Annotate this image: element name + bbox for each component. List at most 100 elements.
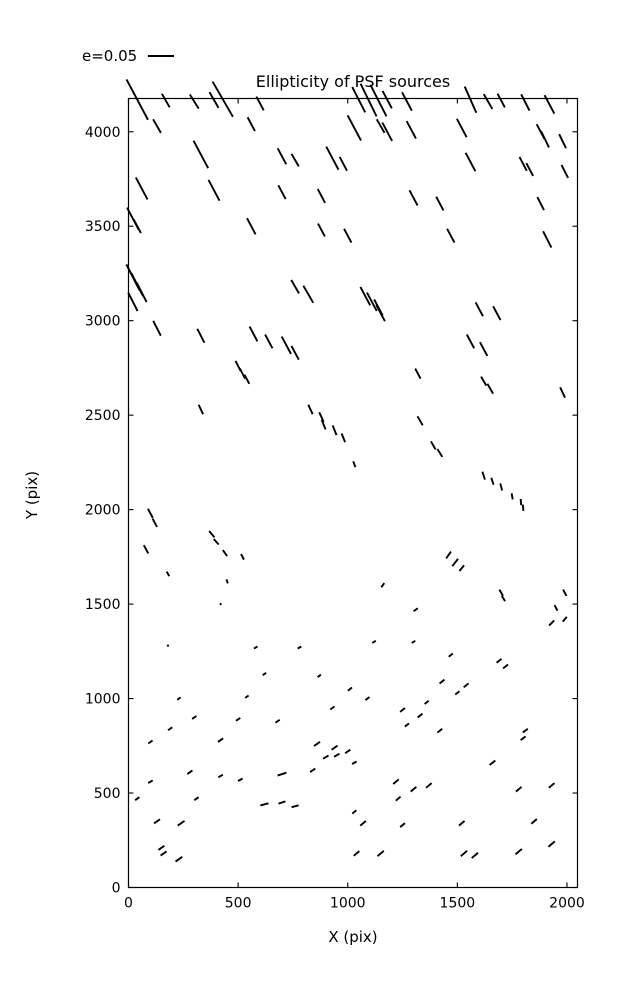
ellipticity-whisker xyxy=(547,840,556,848)
ellipticity-whisker xyxy=(276,147,288,165)
ellipticity-whisker xyxy=(359,820,367,827)
ellipticity-whisker xyxy=(479,341,489,357)
ellipticity-whisker xyxy=(515,786,523,793)
ellipticity-whisker xyxy=(160,850,168,857)
ellipticity-whisker xyxy=(152,320,162,337)
ellipticity-whisker xyxy=(381,90,393,109)
ellipticity-whisker xyxy=(322,754,329,760)
ellipticity-whisker xyxy=(498,589,504,597)
ellipticity-whisker xyxy=(471,851,479,859)
whiskers-layer xyxy=(125,78,569,863)
ellipticity-whisker xyxy=(401,91,413,112)
ellipticity-whisker xyxy=(416,415,424,426)
ellipticity-whisker xyxy=(380,582,386,588)
ellipticity-whisker xyxy=(364,696,371,701)
ellipticity-whisker xyxy=(320,419,327,430)
y-axis-label: Y (pix) xyxy=(23,470,41,520)
ellipticity-whisker xyxy=(499,483,504,491)
ellipticity-whisker xyxy=(410,786,417,793)
ellipticity-whisker xyxy=(518,156,528,172)
ellipticity-whisker xyxy=(456,118,468,138)
ellipticity-whisker xyxy=(240,553,245,561)
ellipticity-whisker xyxy=(413,607,419,613)
ellipticity-whisker xyxy=(338,156,348,172)
ellipticity-whisker xyxy=(375,118,386,134)
ellipticity-whisker xyxy=(134,176,149,200)
ellipticity-whisker xyxy=(558,133,567,149)
ellipticity-whisker xyxy=(366,292,378,312)
ellipticity-whisker xyxy=(376,850,385,857)
ellipticity-whisker xyxy=(253,645,258,650)
ellipticity-whisker xyxy=(237,777,244,782)
ellipticity-whisker xyxy=(260,802,269,807)
ellipticity-whisker xyxy=(351,809,357,815)
ellipticity-whisker xyxy=(127,292,139,312)
ellipticity-whisker xyxy=(492,305,502,321)
plot-title: Ellipticity of PSF sources xyxy=(255,72,451,91)
ellipticity-whisker xyxy=(520,93,531,112)
ellipticity-whisker xyxy=(351,760,358,765)
ellipticity-whisker xyxy=(346,114,362,142)
ellipticity-whisker xyxy=(290,279,300,294)
ellipticity-whisker xyxy=(302,285,315,304)
ellipticity-whisker xyxy=(438,678,446,685)
ellipticity-whisker xyxy=(193,796,200,801)
ellipticity-whisker xyxy=(317,223,326,237)
ellipticity-whisker xyxy=(542,230,553,248)
ellipticity-whisker xyxy=(463,682,470,689)
y-tick-label: 500 xyxy=(94,786,121,802)
ellipticity-whisker xyxy=(425,782,433,789)
ellipticity-whisker xyxy=(174,855,183,863)
ellipticity-whisker xyxy=(536,196,545,211)
ellipticity-whisker xyxy=(458,564,465,572)
ellipticity-whisker xyxy=(411,640,416,644)
ellipticity-whisker xyxy=(192,140,210,169)
ellipticity-whisker xyxy=(562,589,568,597)
y-tick-label: 1500 xyxy=(85,597,121,613)
ellipticity-whisker xyxy=(147,739,154,745)
ellipticity-whisker xyxy=(317,673,322,678)
ellipticity-whisker xyxy=(408,189,419,206)
ellipticity-whisker xyxy=(277,184,287,200)
ellipticity-whisker xyxy=(451,558,459,567)
ellipticity-whisker xyxy=(280,336,292,355)
ellipticity-whisker xyxy=(502,663,509,670)
ellipticity-whisker xyxy=(500,595,506,602)
ellipticity-whisker xyxy=(134,796,140,801)
ellipticity-whisker xyxy=(208,530,216,538)
ellipticity-whisker xyxy=(244,694,250,699)
ellipticity-whisker xyxy=(222,549,228,557)
ellipticity-whisker xyxy=(189,93,200,110)
ellipticity-whisker xyxy=(331,744,339,751)
x-tick-label: 500 xyxy=(225,896,252,912)
ellipticity-whisker xyxy=(371,640,377,644)
ellipticity-whisker xyxy=(395,795,402,802)
ellipticity-whisker xyxy=(404,722,410,728)
ellipticity-whisker xyxy=(445,551,452,559)
ellipticity-whisker xyxy=(369,84,388,117)
ellipticity-whisker xyxy=(488,759,496,766)
ellipticity-whisker xyxy=(211,81,234,118)
ellipticity-whisker xyxy=(464,152,477,172)
ellipticity-whisker xyxy=(333,752,340,758)
ellipticity-whisker xyxy=(359,83,378,117)
ellipticity-whisker xyxy=(436,728,443,734)
x-tick-label: 0 xyxy=(124,896,133,912)
ellipticity-whisker xyxy=(167,726,173,732)
ellipticity-whisker xyxy=(340,433,346,443)
ellipticity-whisker xyxy=(540,130,550,148)
ellipticity-whisker xyxy=(274,718,281,724)
ellipticity-whisker xyxy=(562,616,568,623)
ellipticity-whisker xyxy=(135,282,148,303)
ellipticity-whisker xyxy=(235,717,241,722)
ellipticity-whisker xyxy=(157,844,165,851)
ellipticity-whisker xyxy=(435,196,445,211)
ellipticity-whisker xyxy=(309,767,316,773)
ellipticity-whisker xyxy=(344,748,351,755)
ellipticity-whisker xyxy=(307,404,314,415)
ellipticity-whisker xyxy=(151,518,158,528)
y-tick-label: 2500 xyxy=(85,408,121,424)
ellipticity-whisker xyxy=(262,672,267,676)
ellipticity-whisker xyxy=(424,699,430,705)
ellipticity-whisker xyxy=(454,690,460,696)
